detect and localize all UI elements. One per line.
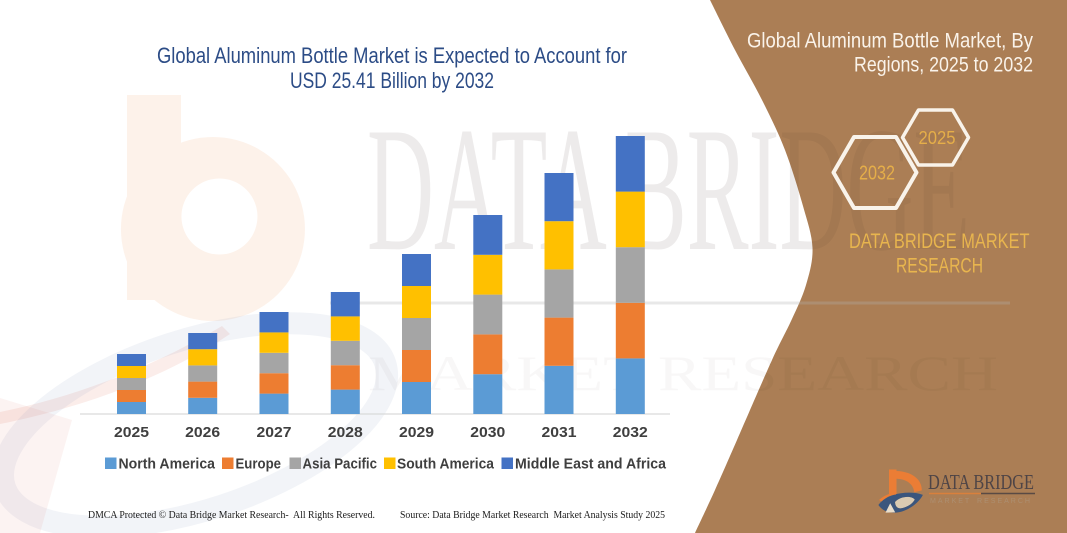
svg-text:2030: 2030 xyxy=(470,425,505,441)
svg-text:2028: 2028 xyxy=(328,425,363,441)
svg-text:2031: 2031 xyxy=(542,425,577,441)
svg-text:DMCA Protected © Data Bridge M: DMCA Protected © Data Bridge Market Rese… xyxy=(88,510,375,521)
svg-text:2025: 2025 xyxy=(919,127,956,148)
svg-text:DATA BRIDGE MARKET: DATA BRIDGE MARKET xyxy=(849,229,1030,253)
svg-text:2026: 2026 xyxy=(185,425,220,441)
svg-text:Regions, 2025 to 2032: Regions, 2025 to 2032 xyxy=(854,53,1033,77)
svg-text:RESEARCH: RESEARCH xyxy=(896,254,983,278)
svg-text:USD 25.41 Billion by 2032: USD 25.41 Billion by 2032 xyxy=(290,68,494,93)
svg-text:2025: 2025 xyxy=(114,425,149,441)
svg-text:Source: Data Bridge Market Res: Source: Data Bridge Market Research Mark… xyxy=(400,510,665,521)
svg-text:South America: South America xyxy=(397,457,495,473)
svg-text:Global Aluminum Bottle Market: Global Aluminum Bottle Market is Expecte… xyxy=(157,43,627,68)
svg-text:North America: North America xyxy=(119,457,216,473)
svg-text:2032: 2032 xyxy=(859,163,895,185)
svg-text:2027: 2027 xyxy=(257,425,292,441)
svg-text:Middle East and Africa: Middle East and Africa xyxy=(515,457,667,473)
svg-text:Global Aluminum Bottle Market,: Global Aluminum Bottle Market, By xyxy=(747,29,1033,53)
svg-text:2032: 2032 xyxy=(613,425,648,441)
svg-text:DATA BRIDGE: DATA BRIDGE xyxy=(928,470,1034,494)
svg-text:Asia Pacific: Asia Pacific xyxy=(303,457,378,473)
svg-text:2029: 2029 xyxy=(399,425,434,441)
svg-text:Europe: Europe xyxy=(236,457,282,473)
svg-text:M A R K E T R E S E A R C H: M A R K E T R E S E A R C H xyxy=(930,498,1030,505)
